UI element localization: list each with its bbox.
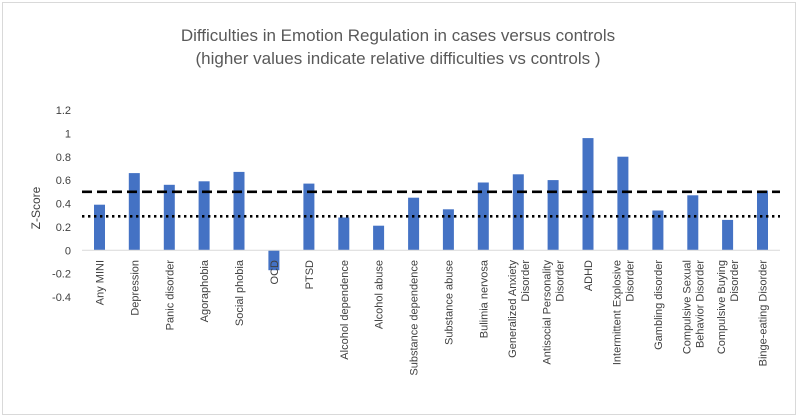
bar <box>408 197 420 251</box>
x-tick-label: Antisocial PersonalityDisorder <box>542 260 567 365</box>
bar <box>373 225 385 251</box>
x-tick-label: PTSD <box>304 260 316 289</box>
bar <box>687 195 699 251</box>
bar <box>582 138 594 251</box>
x-tick-label: Compulsive SexualBehavior Disorder <box>681 260 706 354</box>
y-tick-label: 0.6 <box>56 175 71 187</box>
y-tick-label: -0.4 <box>52 292 71 304</box>
x-tick-label: Social phobia <box>234 259 246 326</box>
x-tick-label: Binge-eating Disorder <box>758 260 770 367</box>
chart-subtitle: (higher values indicate relative difficu… <box>195 49 600 68</box>
x-tick-label: Depression <box>129 260 141 316</box>
y-tick-label: 0 <box>65 245 71 257</box>
chart-title: Difficulties in Emotion Regulation in ca… <box>181 26 615 45</box>
y-tick-label: 1 <box>65 128 71 140</box>
x-tick-label: Compulsive BuyingDisorder <box>716 260 741 354</box>
y-tick-label: 0.2 <box>56 222 71 234</box>
bar <box>757 190 768 251</box>
x-tick-label: ADHD <box>583 260 595 291</box>
x-tick-label: Generalized AnxietyDisorder <box>507 260 532 358</box>
y-tick-label: 1.2 <box>56 105 71 117</box>
bar <box>477 182 489 251</box>
bar <box>442 209 454 251</box>
x-tick-label: Panic disorder <box>164 260 176 331</box>
y-tick-label: 0.4 <box>56 199 71 211</box>
bar <box>94 204 105 251</box>
y-tick-label: -0.2 <box>52 269 71 281</box>
bar <box>163 184 175 251</box>
bar <box>652 210 664 251</box>
bar <box>547 180 559 251</box>
x-tick-label: Agoraphobia <box>199 259 211 322</box>
bar <box>617 156 629 251</box>
x-tick-label: Gambling disorder <box>653 260 665 350</box>
x-tick-label: Any MINI <box>95 260 107 305</box>
bar <box>303 183 315 251</box>
x-tick-label: Substance abuse <box>443 260 455 345</box>
bar <box>233 171 245 251</box>
bar <box>722 219 734 251</box>
x-tick-label: Substance dependence <box>409 260 421 376</box>
bar <box>268 250 280 271</box>
bar <box>338 217 350 251</box>
x-tick-label: Intermittent ExplosiveDisorder <box>611 260 636 365</box>
bar <box>512 174 524 251</box>
y-axis-label: Z-Score <box>29 186 43 229</box>
x-tick-label: Alcohol abuse <box>374 260 386 329</box>
y-tick-label: 0.8 <box>56 152 71 164</box>
bar <box>128 173 140 251</box>
x-tick-label: OCD <box>269 260 281 285</box>
x-tick-label: Bulimia nervosa <box>478 259 490 338</box>
x-tick-label: Alcohol dependence <box>339 260 351 360</box>
